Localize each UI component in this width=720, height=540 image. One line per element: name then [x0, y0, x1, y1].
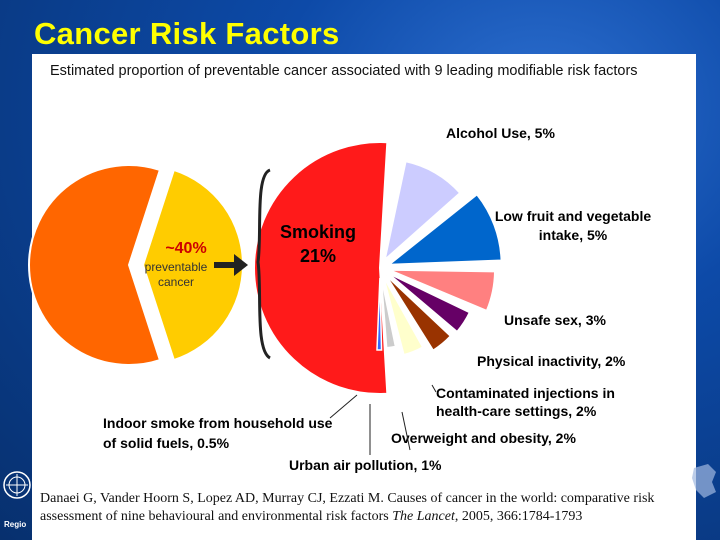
- citation-journal: The Lancet: [392, 509, 455, 524]
- chart-labels: Smoking 21% Alcohol Use, 5% Low fruit and v…: [103, 125, 651, 473]
- indoor-smoke-label: Indoor smoke from household use: [103, 415, 333, 431]
- preventable-text-label: preventable: [145, 260, 208, 274]
- indoor-leader: [329, 394, 358, 419]
- overweight-obesity-label: Overweight and obesity, 2%: [391, 430, 576, 446]
- preventable-text-label: cancer: [158, 275, 194, 289]
- total-pie-other-slice: [28, 164, 162, 366]
- slice-alcohol: [383, 160, 461, 262]
- contaminated-injections-label: Contaminated injections in: [436, 385, 615, 401]
- preventable-value-label: ~40%: [165, 240, 206, 257]
- smoking-label: Smoking: [280, 222, 356, 242]
- arrow-head-icon: [234, 254, 248, 276]
- chart-title: Estimated proportion of preventable canc…: [50, 63, 638, 79]
- brace-icon: [256, 168, 271, 360]
- region-label: Regio: [4, 520, 27, 529]
- slide-title: Cancer Risk Factors: [34, 16, 340, 51]
- slice-overweight-obesity: [383, 276, 424, 356]
- fruit-vegetable-label-line2: intake, 5%: [539, 227, 608, 243]
- slice-urban-air: [380, 277, 397, 349]
- contaminated-injections-label-line2: health-care settings, 2%: [436, 403, 597, 419]
- slice-smoking: [253, 141, 389, 395]
- fruit-vegetable-label: Low fruit and vegetable: [495, 208, 652, 224]
- citation-authors: Danaei G, Vander Hoorn S, Lopez AD, Murr…: [40, 491, 655, 524]
- who-emblem-icon: [3, 471, 31, 499]
- citation: Danaei G, Vander Hoorn S, Lopez AD, Murr…: [40, 490, 690, 526]
- smoking-value-label: 21%: [300, 246, 336, 266]
- citation-details: , 2005, 366:1784-1793: [454, 509, 583, 524]
- contaminated-leader: [431, 384, 437, 393]
- map-icon: [692, 464, 716, 498]
- slice-unsafe-sex: [389, 269, 496, 312]
- urban-air-pollution-label: Urban air pollution, 1%: [289, 457, 442, 473]
- slice-contaminated-injections: [385, 275, 452, 352]
- alcohol-label: Alcohol Use, 5%: [446, 125, 555, 141]
- physical-inactivity-label: Physical inactivity, 2%: [477, 353, 626, 369]
- slice-physical-inactivity: [387, 272, 471, 333]
- indoor-smoke-label-line2: of solid fuels, 0.5%: [103, 435, 230, 451]
- slice-fruit-vegetable: [387, 193, 503, 266]
- risk-factor-pie: [253, 141, 503, 395]
- unsafe-sex-label: Unsafe sex, 3%: [504, 312, 606, 328]
- slice-indoor-smoke: [376, 277, 383, 351]
- chart-decorations: [214, 168, 271, 360]
- overweight-leader: [401, 411, 411, 451]
